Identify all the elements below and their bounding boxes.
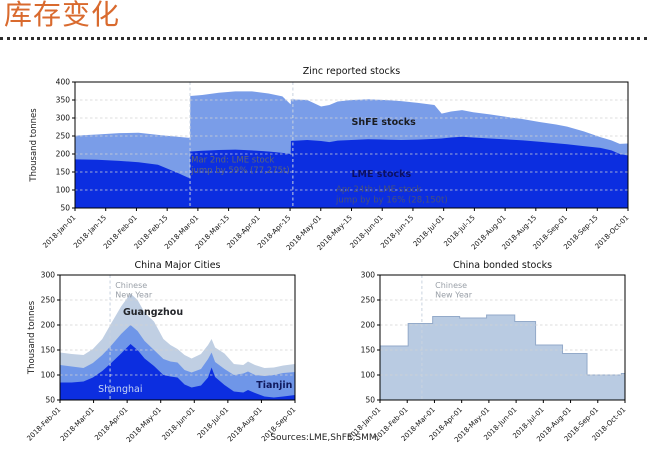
chart-annotation: Shanghai — [98, 384, 142, 395]
chart-title: Zinc reported stocks — [303, 66, 401, 77]
chart-annotation: Chinese New Year — [435, 281, 473, 300]
y-tick-label: 150 — [361, 345, 376, 354]
x-tick-label: 2018-Jul-01 — [412, 214, 446, 248]
y-tick-label: 350 — [56, 95, 71, 104]
chart-annotation: Guangzhou — [123, 307, 183, 318]
y-tick-label: 300 — [56, 113, 71, 122]
chart-annotation: Mar 2nd: LME stock jump by 59% (77,275t) — [190, 156, 290, 176]
y-tick-label: 250 — [361, 295, 376, 304]
y-tick-label: 200 — [41, 320, 56, 329]
chart-annotation: LME stocks — [352, 169, 412, 180]
y-tick-label: 150 — [41, 345, 56, 354]
series-area — [379, 314, 626, 401]
page-title: 库存变化 — [4, 0, 121, 31]
china-bonded-stocks-chart: 501001502002503002018-Jan-012018-Feb-012… — [346, 260, 627, 444]
chart-annotation: Chinese New Year — [115, 281, 153, 300]
y-tick-label: 300 — [361, 270, 376, 279]
sources-caption: Sources:LME,ShFE,SMM — [270, 433, 377, 443]
y-tick-label: 200 — [361, 320, 376, 329]
chart-title: China Major Cities — [135, 260, 221, 271]
y-tick-label: 400 — [56, 77, 71, 86]
series-area — [60, 344, 295, 400]
chart-title: China bonded stocks — [453, 260, 552, 271]
y-tick-label: 100 — [56, 185, 71, 194]
y-tick-label: 200 — [56, 149, 71, 158]
x-tick-label: 2018-Jun-15 — [379, 214, 415, 250]
y-tick-label: 150 — [56, 167, 71, 176]
chart-annotation: Tianjin — [256, 380, 292, 391]
chart-annotation: Apr 24th: LME stock jump by by 16% (28,15… — [335, 185, 448, 205]
dotted-divider — [0, 37, 647, 40]
y-tick-label: 100 — [361, 370, 376, 379]
y-axis-label: Thousand tonnes — [29, 108, 39, 183]
y-tick-label: 250 — [56, 131, 71, 140]
china-major-cities-chart: 501001502002503002018-Feb-012018-Mar-012… — [26, 260, 298, 444]
y-tick-label: 100 — [41, 370, 56, 379]
y-tick-label: 50 — [60, 203, 70, 212]
y-tick-label: 50 — [45, 395, 55, 404]
y-tick-label: 50 — [365, 395, 375, 404]
chart-annotation: ShFE stocks — [352, 117, 417, 128]
zinc-reported-stocks-chart: 501001502002503003504002018-Jan-012018-J… — [29, 66, 630, 252]
y-tick-label: 300 — [41, 270, 56, 279]
y-axis-label: Thousand tonnes — [27, 300, 37, 375]
y-tick-label: 250 — [41, 295, 56, 304]
